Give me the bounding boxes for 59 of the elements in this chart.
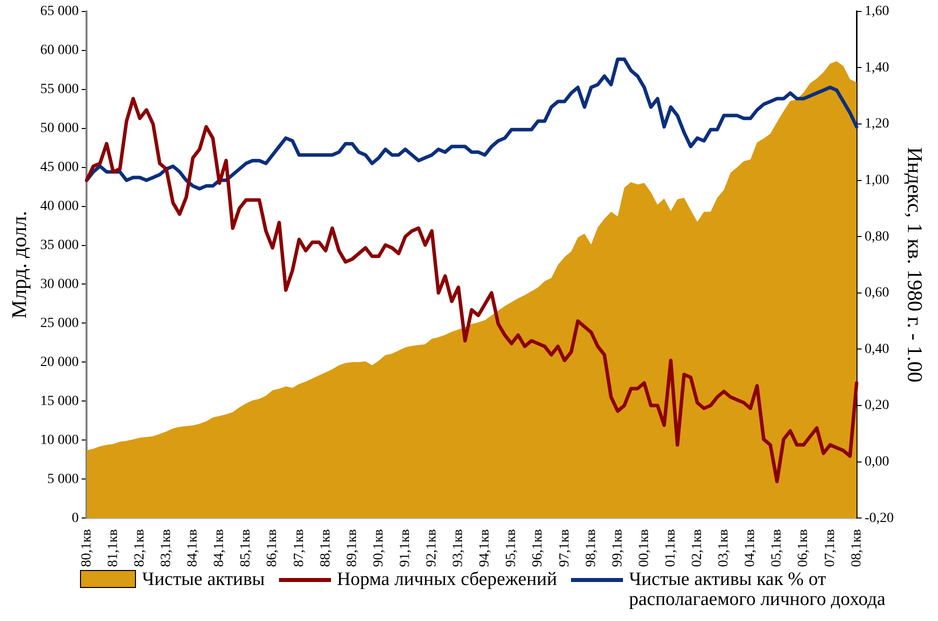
- x-tick-label: 00,1кв: [636, 528, 652, 568]
- y-tick-label: 5 000: [47, 472, 79, 487]
- y-tick-label: 40 000: [40, 198, 79, 214]
- x-tick-label: 82,1кв: [132, 528, 148, 568]
- y-tick-label: 35 000: [40, 238, 79, 253]
- x-tick-label: 89,1кв: [344, 528, 360, 568]
- x-tick-label: 94,1кв: [478, 528, 493, 568]
- x-tick-label: 95,1кв: [504, 528, 520, 568]
- y2-tick-label: 1,60: [864, 4, 890, 20]
- x-tick-label: 99,1кв: [610, 528, 626, 568]
- y-tick-label: 45 000: [40, 160, 79, 175]
- x-tick-label: 88,1кв: [318, 528, 334, 568]
- y2-tick-label: 0,20: [864, 398, 890, 414]
- y2-tick-label: 0,00: [864, 454, 890, 470]
- legend-label: Норма личных сбережений: [336, 569, 557, 590]
- legend-label: Чистые активы: [142, 569, 265, 590]
- y2-tick-label: 1,00: [864, 172, 890, 188]
- x-tick-label: 03,1кв: [716, 528, 732, 568]
- y-axis-title: Млрд. долл.: [7, 210, 32, 319]
- x-tick-label: 90,1кв: [371, 528, 386, 568]
- y-tick-label: 55 000: [40, 82, 79, 98]
- x-tick-label: 06,1кв: [796, 528, 812, 568]
- x-tick-label: 04,1кв: [743, 528, 758, 568]
- y-tick-label: 25 000: [40, 316, 79, 331]
- y-tick-label: 10 000: [40, 432, 79, 448]
- x-tick-label: 08,1кв: [849, 528, 864, 568]
- y-tick-label: 65 000: [40, 4, 79, 20]
- x-tick-label: 92,1кв: [424, 528, 440, 568]
- y-tick-label: 0: [72, 510, 79, 526]
- y-tick-label: 50 000: [40, 121, 79, 136]
- y2-tick-label: 0,80: [864, 229, 890, 244]
- y-tick-label: 20 000: [40, 354, 79, 370]
- y2-tick-label: 1,20: [864, 116, 890, 132]
- x-tick-label: 83,1кв: [159, 528, 174, 568]
- y2-tick-label: 0,60: [864, 286, 890, 301]
- x-tick-label: 05,1кв: [770, 528, 785, 568]
- x-tick-label: 07,1кв: [822, 528, 838, 568]
- x-tick-label: 81,1кв: [106, 528, 121, 568]
- x-tick-label: 93,1кв: [451, 528, 466, 568]
- legend-label: Чистые активы как % от располагаемого личного дохода: [629, 569, 886, 610]
- y2-axis-title: Индекс, 1 кв. 1980 г. - 1.00: [902, 147, 927, 382]
- y-tick-label: 60 000: [40, 43, 79, 58]
- x-tick-label: 86,1кв: [265, 528, 280, 568]
- x-tick-label: 96,1кв: [530, 528, 546, 568]
- x-tick-label: 97,1кв: [557, 528, 572, 568]
- x-tick-label: 02,1кв: [690, 528, 706, 568]
- x-tick-label: 01,1кв: [663, 528, 678, 568]
- x-tick-label: 87,1кв: [292, 528, 307, 568]
- y2-tick-label: 0,40: [864, 342, 890, 357]
- x-tick-label: 85,1кв: [238, 528, 254, 568]
- y2-tick-label: -0,20: [864, 510, 894, 526]
- x-tick-label: 91,1кв: [398, 528, 413, 568]
- x-tick-label: 84,1кв: [186, 528, 201, 568]
- x-tick-label: 98,1кв: [584, 528, 599, 568]
- y-tick-label: 15 000: [40, 394, 79, 409]
- y2-tick-label: 1,40: [864, 60, 890, 76]
- x-tick-label: 80,1кв: [79, 528, 94, 568]
- x-tick-label: 84,1кв: [212, 528, 228, 568]
- y-tick-label: 30 000: [40, 276, 79, 292]
